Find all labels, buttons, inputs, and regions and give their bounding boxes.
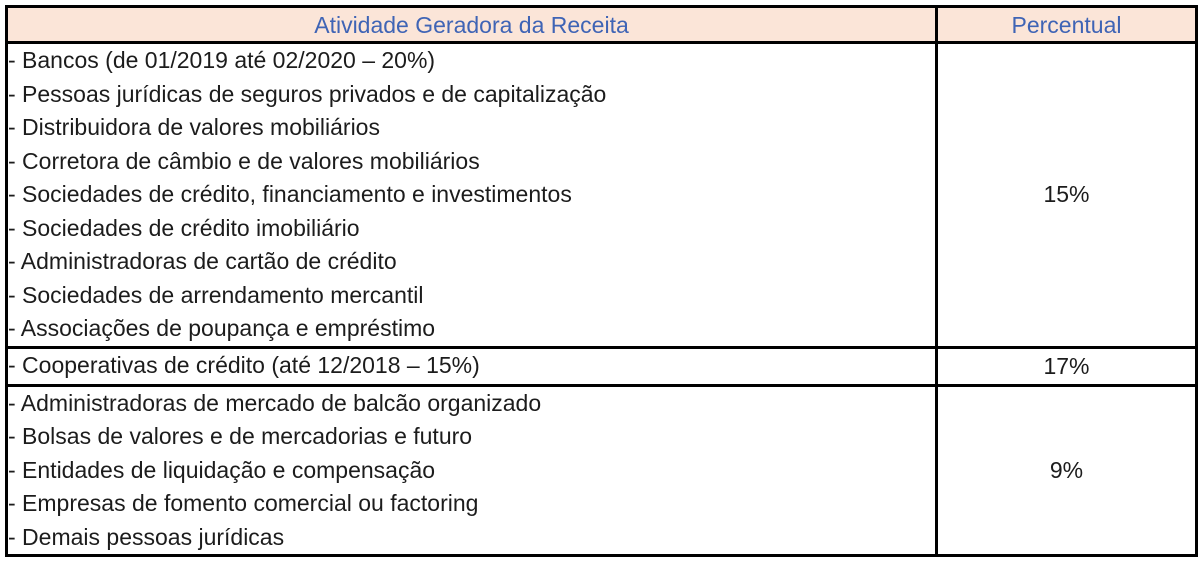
activity-item: - Bancos (de 01/2019 até 02/2020 – 20%) [8,47,436,73]
activity-item: - Entidades de liquidação e compensação [8,456,436,483]
activity-item: - Administradoras de mercado de balcão o… [8,389,542,416]
column-header-activity: Atividade Geradora da Receita [5,5,938,44]
activity-item: - Associações de poupança e empréstimo [8,315,436,341]
activity-item: - Distribuidora de valores mobiliários [8,114,380,140]
activity-list-cell: - Cooperativas de crédito (até 12/2018 –… [5,345,938,387]
table-row: - Administradoras de mercado de balcão o… [5,383,1198,557]
activity-item: - Demais pessoas jurídicas [8,523,285,550]
activity-item: - Empresas de fomento comercial ou facto… [8,490,479,516]
percent-value: 15% [935,41,1198,349]
activity-item: - Pessoas jurídicas de seguros privados … [8,80,607,107]
activity-rate-table: Atividade Geradora da Receita Percentual… [5,5,1198,557]
activity-list-cell: - Administradoras de mercado de balcão o… [5,383,938,557]
table-header-row: Atividade Geradora da Receita Percentual [5,5,1198,44]
column-header-percent: Percentual [935,5,1198,44]
activity-item: - Administradoras de cartão de crédito [8,248,397,274]
activity-item: - Sociedades de crédito, financiamento e… [8,181,572,207]
table-row: - Bancos (de 01/2019 até 02/2020 – 20%) … [5,41,1198,349]
activity-item: - Corretora de câmbio e de valores mobil… [8,147,480,174]
activity-list-cell: - Bancos (de 01/2019 até 02/2020 – 20%) … [5,41,938,349]
table-row: - Cooperativas de crédito (até 12/2018 –… [5,345,1198,387]
activity-item: - Sociedades de arrendamento mercantil [8,281,424,308]
activity-item: - Sociedades de crédito imobiliário [8,214,360,241]
percent-value: 9% [935,383,1198,557]
percent-value: 17% [935,345,1198,387]
activity-item: - Bolsas de valores e de mercadorias e f… [8,423,473,449]
activity-item: - Cooperativas de crédito (até 12/2018 –… [8,352,480,379]
